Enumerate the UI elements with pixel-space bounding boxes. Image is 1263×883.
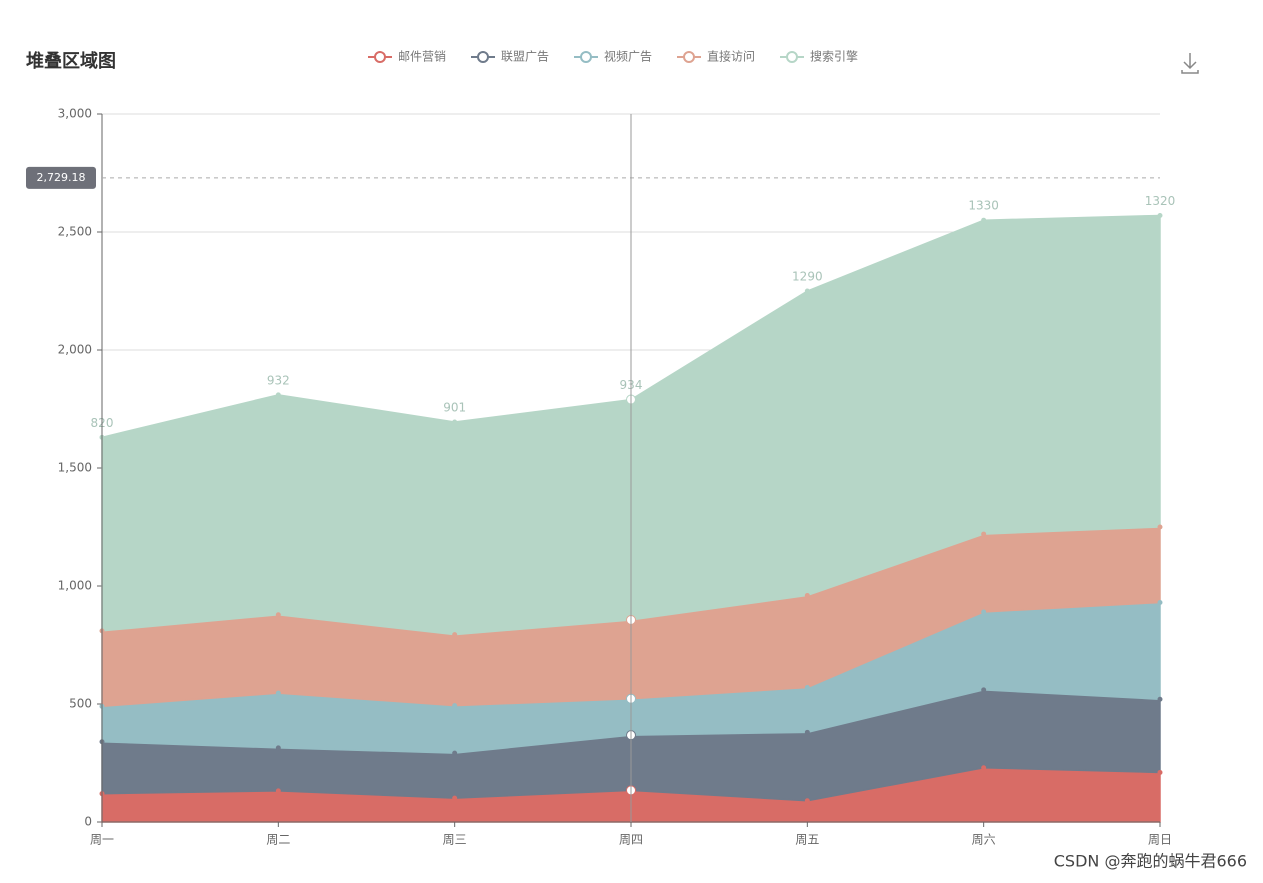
axis-pointer-badge [26,166,96,189]
y-tick-label: 1,500 [58,461,92,475]
point [804,592,810,598]
value-label: 1320 [1145,194,1176,208]
legend-label: 邮件营销 [398,50,446,64]
legend-dot [786,51,798,63]
legend-label: 直接访问 [707,49,755,64]
point [1157,769,1163,775]
legend-label: 视频广告 [604,49,652,64]
value-label: 1330 [968,199,999,213]
watermark: CSDN @奔跑的蜗牛君666 [1054,852,1247,871]
point [275,745,281,751]
y-tick-label: 2,500 [58,225,92,239]
legend-item[interactable]: 邮件营销 [368,50,446,64]
y-tick-label: 0 [84,815,92,829]
y-tick-label: 3,000 [58,107,92,121]
legend-dot [683,51,695,63]
point [275,690,281,696]
legend-label: 搜索引擎 [810,49,858,64]
x-tick-label: 周一 [90,833,114,847]
x-tick-label: 周三 [443,833,467,847]
y-tick-label: 500 [69,697,92,711]
point [275,612,281,618]
point [1157,696,1163,702]
y-tick-label: 2,000 [58,343,92,357]
y-tick-label: 1,000 [58,579,92,593]
x-tick-label: 周日 [1148,833,1172,847]
point [981,687,987,693]
legend-dot [374,51,386,63]
point [1157,524,1163,530]
legend-item[interactable]: 联盟广告 [471,50,549,64]
x-tick-label: 周六 [972,833,996,847]
point [452,632,458,638]
point [804,798,810,804]
point [981,765,987,771]
axis-pointer-label: 2,729.18 [37,171,86,184]
x-tick-label: 周四 [619,833,643,847]
x-tick-label: 周五 [795,833,819,847]
point [275,392,281,398]
x-tick-label: 周二 [266,833,290,847]
point [1157,212,1163,218]
point [275,788,281,794]
legend-dot [580,51,592,63]
point [1157,600,1163,606]
point [981,609,987,615]
value-label: 932 [267,373,290,387]
point [452,750,458,756]
point [452,703,458,709]
chart-title: 堆叠区域图 [26,50,116,72]
value-label: 1290 [792,270,823,284]
legend-item[interactable]: 直接访问 [677,49,755,64]
legend-dot [477,51,489,63]
point [452,419,458,425]
legend-item[interactable]: 视频广告 [574,49,652,64]
legend-label: 联盟广告 [501,50,549,64]
point [804,288,810,294]
point [981,217,987,223]
point [804,729,810,735]
point [981,531,987,537]
point [452,795,458,801]
download-icon[interactable] [1181,53,1199,74]
legend-item[interactable]: 搜索引擎 [780,49,858,64]
point [804,684,810,690]
download-glyph[interactable] [1181,53,1199,74]
value-label: 901 [443,400,466,414]
